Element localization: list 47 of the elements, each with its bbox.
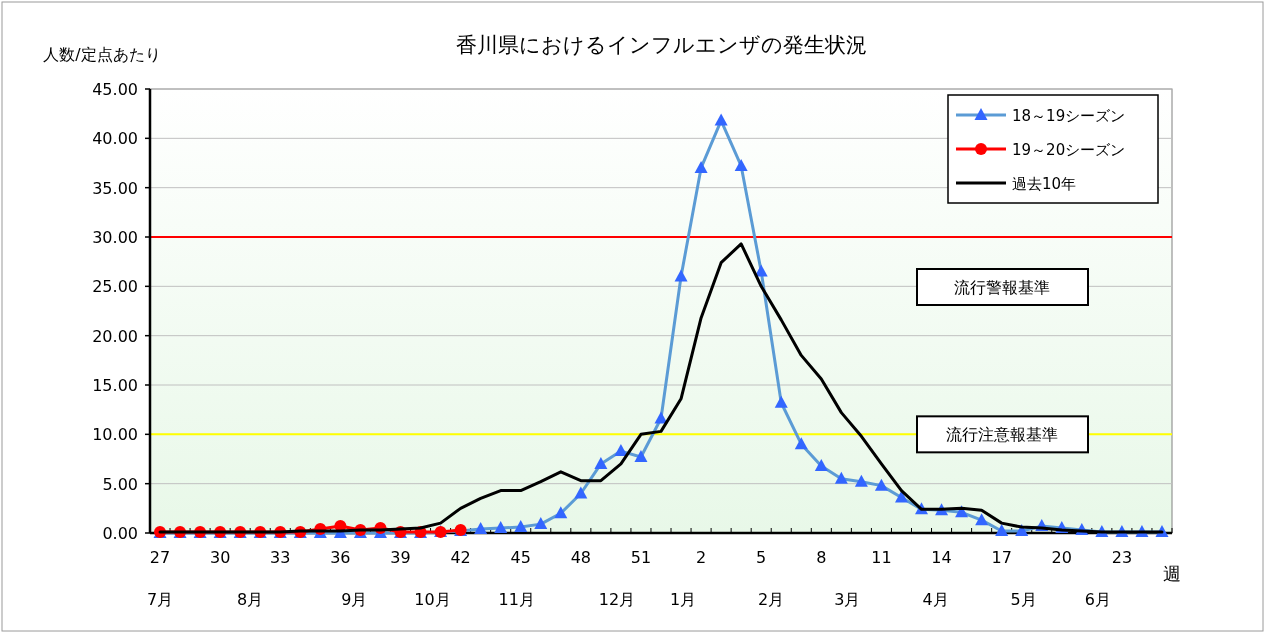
x-tick-label: 14 — [931, 548, 952, 567]
x-tick-label: 23 — [1111, 548, 1133, 567]
text: 5月 — [1010, 590, 1037, 609]
text: 4月 — [922, 590, 949, 609]
y-tick-label: 40.00 — [92, 129, 138, 149]
text: 7月 — [146, 590, 174, 609]
x-tick-label: 17 — [991, 548, 1012, 567]
text: 10月 — [414, 590, 451, 609]
x-tick-label: 33 — [270, 548, 291, 567]
y-tick-label: 15.00 — [92, 376, 138, 395]
text: 11月 — [498, 590, 535, 609]
legend-label: 過去10年 — [1012, 175, 1077, 193]
x-tick-label: 2 — [695, 548, 707, 567]
text: 6月 — [1084, 590, 1111, 609]
x-tick-label: 20 — [1051, 548, 1072, 567]
legend-label: 19～20シーズン — [1012, 141, 1126, 159]
y-tick-label: 35.00 — [92, 178, 138, 198]
x-tick-label: 30 — [209, 548, 231, 567]
x-tick-label: 5 — [756, 548, 767, 567]
x-tick-label: 36 — [330, 548, 351, 567]
text: 2月 — [758, 590, 785, 609]
legend-label: 18～19シーズン — [1012, 107, 1126, 125]
x-tick-label: 39 — [390, 548, 411, 567]
text: 3月 — [834, 590, 861, 609]
y-axis-title: 人数/定点あたり — [43, 45, 161, 64]
y-tick-label: 20.00 — [92, 326, 138, 346]
x-tick-label: 51 — [630, 548, 652, 567]
x-tick-label: 48 — [570, 548, 592, 567]
y-tick-label: 10.00 — [92, 425, 138, 445]
text: 12月 — [598, 590, 636, 609]
y-tick-label: 30.00 — [92, 228, 138, 247]
x-tick-label: 27 — [149, 548, 171, 567]
x-tick-label: 8 — [816, 548, 827, 567]
text: 8月 — [237, 590, 264, 609]
x-tick-label: 45 — [510, 548, 531, 567]
text: 9月 — [341, 590, 368, 609]
x-tick-label: 42 — [450, 548, 471, 567]
ref-line-label: 流行警報基準 — [954, 278, 1050, 297]
x-axis-title: 週 — [1163, 563, 1181, 584]
y-tick-label: 5.00 — [102, 474, 138, 494]
y-tick-label: 25.00 — [92, 277, 138, 297]
x-tick-label: 11 — [871, 548, 892, 567]
y-tick-label: 45.00 — [92, 80, 138, 99]
text: 1月 — [669, 590, 697, 609]
chart-title: 香川県におけるインフルエンザの発生状況 — [455, 33, 867, 57]
y-tick-label: 0.00 — [102, 524, 138, 543]
ref-line-label: 流行注意報基準 — [946, 425, 1058, 445]
